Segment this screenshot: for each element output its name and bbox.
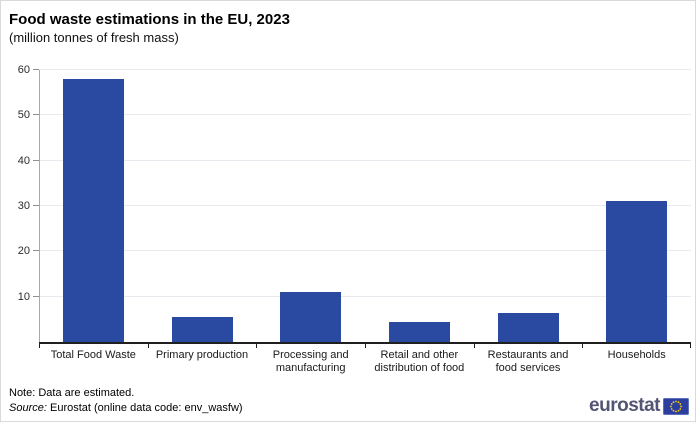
x-axis-category-label: Total Food Waste xyxy=(50,349,136,361)
y-axis-tick-label: 30 xyxy=(17,200,30,212)
source-text: Source: Eurostat (online data code: env_… xyxy=(9,402,243,414)
x-axis-tick xyxy=(690,342,691,348)
bars-container xyxy=(39,70,691,342)
eurostat-logo-text: eurostat xyxy=(589,395,660,416)
y-axis-tick-label: 20 xyxy=(17,245,30,258)
y-axis-tick xyxy=(33,250,39,252)
bar-group xyxy=(39,70,148,342)
bar-group xyxy=(365,70,474,342)
y-axis-tick xyxy=(33,205,39,206)
y-axis-tick xyxy=(33,295,39,297)
y-axis-tick xyxy=(33,159,39,161)
x-axis-tick xyxy=(473,342,475,348)
x-axis-category-label: Households xyxy=(607,349,666,361)
x-axis-category-label: Primary production xyxy=(155,349,249,361)
source-label: Source: xyxy=(9,402,47,414)
x-axis-tick xyxy=(582,342,584,348)
y-axis-tick-label: 50 xyxy=(17,109,30,122)
chart-subtitle: (million tonnes of fresh mass) xyxy=(9,30,179,45)
gridline xyxy=(39,295,691,297)
y-axis-line xyxy=(39,70,40,342)
source-detail: Eurostat (online data code: env_wasfw) xyxy=(49,402,243,414)
x-axis-category-label: Processing and manufacturing xyxy=(272,349,349,375)
bar[interactable] xyxy=(497,312,559,342)
y-axis-tick xyxy=(33,69,39,70)
x-axis-category-label: Restaurants and food services xyxy=(487,349,569,375)
plot-area: 10 20 30 40 50 60 xyxy=(18,64,691,348)
bar[interactable] xyxy=(606,201,668,342)
gridline xyxy=(39,69,691,70)
eurostat-logo: eurostat xyxy=(589,395,689,417)
bar-group xyxy=(148,70,257,342)
bar[interactable] xyxy=(280,292,342,342)
bar-group xyxy=(474,70,583,342)
gridline xyxy=(39,114,691,116)
bar-group xyxy=(256,70,365,342)
x-axis-tick xyxy=(147,342,149,348)
bar[interactable] xyxy=(388,321,450,342)
y-axis-tick-label: 60 xyxy=(17,64,30,76)
eu-flag-icon xyxy=(663,397,689,415)
chart-title: Food waste estimations in the EU, 2023 xyxy=(9,11,290,28)
y-axis-tick-label: 10 xyxy=(17,290,30,303)
note-text: Note: Data are estimated. xyxy=(9,387,135,399)
x-axis-labels: Total Food Waste Primary production Proces… xyxy=(39,349,691,375)
y-axis-tick xyxy=(33,114,39,116)
gridline xyxy=(39,205,691,206)
gridline xyxy=(39,250,691,252)
bar[interactable] xyxy=(62,79,124,342)
y-axis-tick-label: 40 xyxy=(17,154,30,167)
x-axis-tick xyxy=(39,342,40,348)
gridline xyxy=(39,159,691,161)
x-axis-tick xyxy=(256,342,258,348)
x-axis-tick xyxy=(365,342,366,348)
bar-group xyxy=(582,70,691,342)
bar[interactable] xyxy=(171,317,233,342)
x-axis-category-label: Retail and other distribution of food xyxy=(374,349,465,375)
